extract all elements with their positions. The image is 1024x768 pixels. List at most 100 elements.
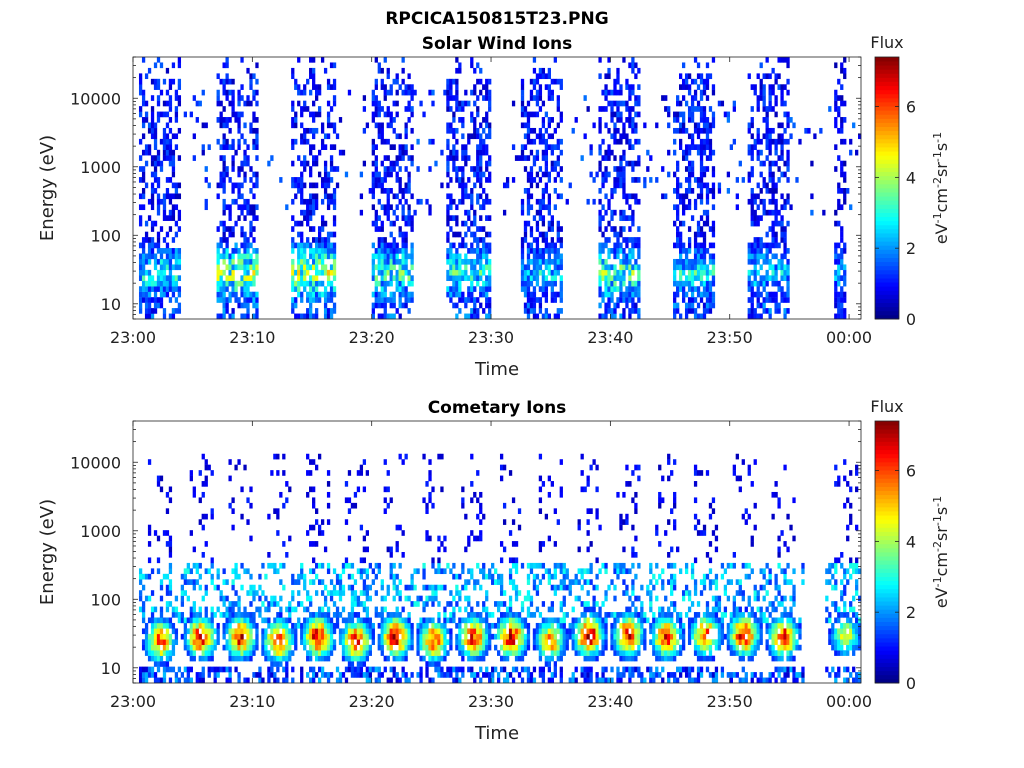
- flux-cell: [150, 198, 155, 205]
- flux-cell: [452, 149, 456, 156]
- flux-cell: [523, 269, 528, 276]
- flux-cell: [380, 122, 384, 129]
- flux-cell: [141, 242, 146, 249]
- flux-cell: [168, 248, 173, 254]
- flux-cell: [174, 633, 179, 640]
- flux-cell: [705, 122, 710, 129]
- flux-cell: [780, 231, 784, 238]
- flux-cell: [144, 149, 149, 156]
- flux-cell: [350, 595, 355, 602]
- flux-cell: [219, 177, 223, 183]
- flux-cell: [282, 453, 286, 460]
- flux-cell: [473, 100, 477, 107]
- flux-cell: [294, 220, 298, 227]
- colorbar-band: [875, 122, 899, 127]
- flux-cell: [529, 111, 534, 118]
- flux-cell: [168, 313, 173, 320]
- flux-cell: [204, 198, 208, 205]
- flux-cell: [676, 111, 680, 118]
- flux-cell: [237, 253, 241, 260]
- flux-cell: [753, 313, 757, 320]
- flux-cell: [306, 258, 310, 265]
- flux-cell: [323, 595, 328, 602]
- flux-cell: [520, 280, 525, 287]
- flux-cell: [150, 644, 155, 651]
- colorbar-band: [875, 93, 899, 99]
- flux-cell: [258, 595, 262, 602]
- flux-cell: [619, 280, 623, 287]
- flux-cell: [762, 89, 766, 96]
- flux-cell: [186, 672, 190, 678]
- flux-cell: [329, 122, 334, 129]
- flux-cell: [204, 622, 208, 629]
- flux-cell: [446, 127, 450, 134]
- flux-cell: [765, 188, 769, 194]
- flux-cell: [368, 650, 372, 656]
- flux-cell: [204, 481, 208, 487]
- flux-cell: [353, 595, 358, 602]
- flux-cell: [341, 568, 346, 575]
- flux-cell: [300, 133, 304, 140]
- flux-cell: [312, 677, 316, 684]
- flux-cell: [756, 286, 760, 292]
- flux-cell: [401, 644, 405, 651]
- flux-cell: [422, 622, 426, 629]
- flux-cell: [631, 209, 635, 216]
- flux-cell: [622, 57, 626, 63]
- flux-cell: [446, 78, 450, 85]
- flux-cell: [753, 209, 757, 216]
- flux-cell: [249, 188, 253, 194]
- flux-cell: [377, 127, 381, 134]
- flux-cell: [708, 242, 713, 249]
- flux-cell: [329, 590, 334, 596]
- flux-cell: [192, 579, 196, 585]
- flux-cell: [410, 111, 414, 118]
- flux-cell: [249, 486, 253, 493]
- flux-cell: [616, 78, 620, 85]
- flux-cell: [699, 269, 704, 276]
- flux-cell: [431, 89, 435, 96]
- flux-cell: [356, 639, 361, 645]
- flux-cell: [312, 502, 316, 509]
- flux-cell: [177, 127, 182, 134]
- flux-cell: [371, 95, 375, 101]
- flux-cell: [681, 78, 686, 85]
- flux-cell: [753, 198, 757, 205]
- flux-cell: [306, 491, 310, 498]
- flux-cell: [699, 127, 704, 134]
- flux-cell: [398, 155, 402, 161]
- flux-cell: [291, 237, 295, 243]
- flux-cell: [535, 78, 540, 85]
- flux-cell: [315, 464, 319, 471]
- flux-cell: [759, 313, 763, 320]
- flux-cell: [222, 220, 226, 227]
- flux-cell: [485, 291, 489, 298]
- flux-cell: [401, 628, 405, 635]
- colorbar-band: [875, 81, 899, 87]
- flux-cell: [240, 633, 244, 640]
- flux-cell: [377, 253, 381, 260]
- flux-cell: [762, 100, 766, 107]
- flux-cell: [371, 302, 375, 309]
- flux-cell: [156, 568, 161, 575]
- flux-cell: [332, 291, 337, 298]
- flux-cell: [786, 258, 790, 265]
- flux-cell: [138, 302, 143, 309]
- flux-cell: [395, 269, 399, 276]
- flux-cell: [216, 672, 220, 678]
- flux-cell: [529, 258, 534, 265]
- flux-cell: [676, 127, 680, 134]
- flux-cell: [323, 639, 328, 645]
- flux-cell: [234, 573, 238, 580]
- flux-cell: [762, 302, 766, 309]
- flux-cell: [249, 231, 253, 238]
- flux-cell: [326, 502, 331, 509]
- flux-cell: [425, 584, 429, 591]
- flux-cell: [401, 459, 405, 465]
- flux-cell: [243, 677, 247, 684]
- flux-cell: [422, 584, 426, 591]
- flux-cell: [601, 242, 605, 249]
- flux-cell: [326, 133, 331, 140]
- flux-cell: [404, 291, 408, 298]
- flux-cell: [156, 633, 161, 640]
